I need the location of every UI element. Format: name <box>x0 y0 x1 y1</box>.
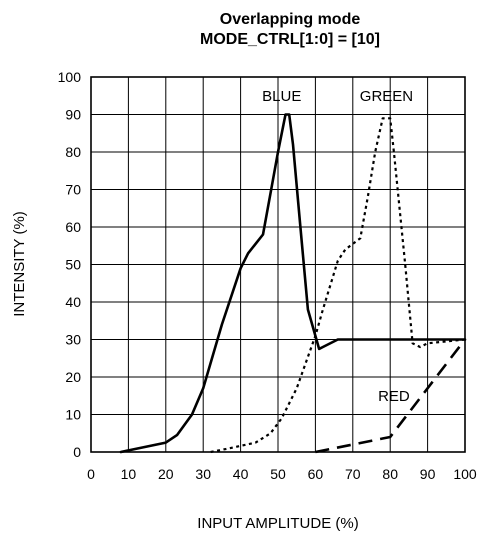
y-tick-label: 60 <box>65 219 81 235</box>
y-tick-label: 30 <box>65 332 81 348</box>
x-axis-label: INPUT AMPLITUDE (%) <box>197 515 358 532</box>
tick-labels: 0 10 20 30 40 50 60 70 80 90 100 0 10 20 30 40 50 60 70 80 9… <box>58 69 477 482</box>
series-line-green <box>210 117 466 454</box>
series-labels: BLUE GREEN RED <box>262 88 413 405</box>
series-label-green: GREEN <box>360 88 413 105</box>
series-label-blue: BLUE <box>262 88 301 105</box>
x-tick-label: 30 <box>195 466 211 482</box>
x-tick-label: 50 <box>270 466 286 482</box>
x-tick-label: 0 <box>87 466 95 482</box>
y-axis-label: INTENSITY (%) <box>11 211 28 317</box>
y-tick-label: 80 <box>65 144 81 160</box>
x-tick-label: 60 <box>308 466 324 482</box>
y-tick-label: 40 <box>65 294 81 310</box>
plot-frame <box>90 76 466 453</box>
y-tick-label: 50 <box>65 257 81 273</box>
series-label-red: RED <box>378 388 410 405</box>
y-tick-label: 10 <box>65 407 81 423</box>
chart-title: Overlapping mode <box>220 11 361 28</box>
x-tick-label: 100 <box>453 466 477 482</box>
x-tick-label: 80 <box>382 466 398 482</box>
x-tick-label: 70 <box>345 466 361 482</box>
y-tick-label: 70 <box>65 182 81 198</box>
series-line-red <box>315 338 467 454</box>
y-tick-label: 20 <box>65 369 81 385</box>
x-tick-label: 40 <box>233 466 249 482</box>
x-tick-label: 10 <box>121 466 137 482</box>
y-tick-label: 90 <box>65 107 81 123</box>
series-lines <box>119 113 467 454</box>
x-tick-label: 90 <box>420 466 436 482</box>
y-tick-label: 0 <box>73 444 81 460</box>
chart-subtitle: MODE_CTRL[1:0] = [10] <box>200 31 380 48</box>
y-tick-label: 100 <box>58 69 82 85</box>
series-line-blue <box>119 113 467 454</box>
x-tick-label: 20 <box>158 466 174 482</box>
